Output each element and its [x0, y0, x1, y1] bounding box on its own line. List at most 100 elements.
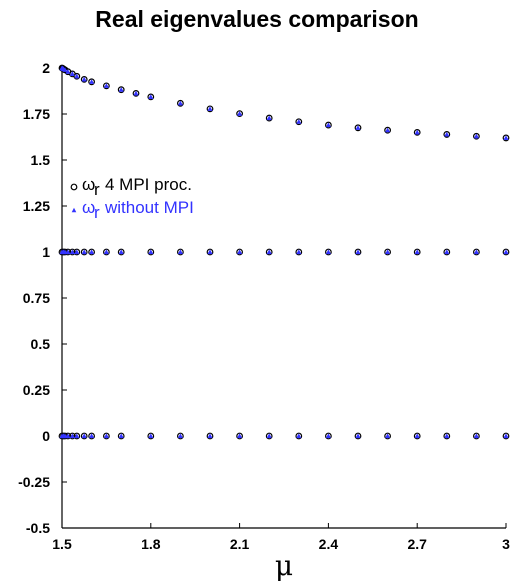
y-tick-label: 0.25 [23, 382, 50, 398]
data-point-circle [384, 432, 392, 440]
data-point-triangle [103, 83, 109, 88]
data-point-triangle [118, 249, 124, 255]
y-tick-label: -0.5 [26, 520, 50, 536]
data-point-circle [384, 126, 392, 134]
data-point-triangle [148, 433, 154, 439]
y-tick-label: 0.75 [23, 290, 50, 306]
data-point-triangle [385, 433, 391, 439]
x-tick-label: 2.4 [319, 536, 339, 552]
data-point-triangle [503, 249, 509, 255]
data-point-circle [265, 248, 273, 256]
data-point-triangle [89, 249, 95, 255]
data-point-circle [88, 248, 95, 256]
y-tick-label: 1.5 [31, 152, 51, 168]
data-points [58, 64, 510, 440]
data-point-circle [354, 432, 362, 440]
data-point-triangle [207, 106, 213, 111]
data-point-triangle [385, 249, 391, 255]
data-point-circle [117, 248, 125, 256]
data-point-triangle [89, 433, 95, 439]
data-point-circle [265, 114, 273, 122]
data-point-triangle [444, 433, 450, 439]
ticks: -0.5 -0.25 0 0.25 0.5 0.75 1 1.25 1.5 1.75 2 1.5 1.8… [18, 60, 510, 552]
legend-label: without MPI [104, 198, 194, 217]
x-tick-label: 3 [502, 536, 510, 552]
y-tick-label: 1.25 [23, 198, 50, 214]
data-point-triangle [118, 433, 124, 439]
data-point-triangle [74, 433, 80, 439]
data-point-triangle [65, 433, 71, 439]
y-tick-label: -0.25 [18, 474, 50, 490]
data-point-circle [68, 248, 76, 256]
chart-title: Real eigenvalues comparison [95, 6, 419, 32]
data-point-circle [102, 248, 110, 256]
data-point-triangle [266, 115, 272, 121]
legend-subscript: r [94, 203, 100, 222]
x-tick-label: 2.7 [407, 536, 427, 552]
data-point-triangle [444, 249, 450, 255]
data-point-triangle [74, 73, 80, 79]
data-point-triangle [118, 87, 124, 92]
data-point-circle [102, 82, 110, 90]
data-point-circle [80, 432, 88, 440]
data-point-circle [473, 132, 480, 140]
y-tick-label: 2 [42, 60, 50, 76]
data-point-triangle [473, 133, 479, 139]
x-axis-label: μ [275, 549, 293, 582]
data-point-triangle [81, 249, 87, 255]
data-point-circle [473, 432, 480, 440]
y-tick-label: 1 [42, 244, 50, 260]
x-tick-label: 1.5 [52, 536, 72, 552]
x-tick-label: 2.1 [230, 536, 250, 552]
data-point-circle [325, 121, 332, 129]
data-point-triangle [103, 433, 109, 439]
data-point-circle [354, 248, 362, 256]
data-point-triangle [414, 433, 420, 439]
data-point-triangle [69, 249, 75, 255]
data-point-triangle [503, 433, 509, 439]
data-point-triangle [133, 90, 139, 96]
data-point-triangle [296, 433, 302, 439]
data-point-circle [325, 432, 332, 440]
data-point-triangle [503, 135, 509, 140]
data-point-triangle [355, 125, 361, 130]
data-point-circle [68, 432, 76, 440]
data-point-circle [206, 432, 214, 440]
data-point-circle [413, 128, 421, 136]
data-point-triangle [65, 69, 71, 74]
legend-symbol: ω [82, 175, 95, 194]
legend: ωr 4 MPI proc. ωr without MPI [70, 175, 194, 222]
data-point-triangle [89, 79, 95, 84]
data-point-circle [88, 78, 95, 86]
data-point-circle [295, 248, 303, 256]
data-point-triangle [62, 67, 68, 72]
data-point-circle [73, 432, 81, 440]
data-point-circle [473, 248, 480, 256]
data-point-circle [502, 432, 510, 440]
data-point-circle [117, 86, 125, 94]
data-point-triangle [237, 433, 243, 439]
legend-symbol: ω [82, 198, 95, 217]
data-point-triangle [237, 249, 243, 255]
data-point-triangle [325, 433, 331, 439]
data-point-circle [236, 432, 244, 440]
data-point-circle [295, 118, 303, 126]
data-point-triangle [325, 249, 331, 255]
legend-marker-triangle [71, 207, 77, 213]
data-point-triangle [266, 249, 272, 255]
data-point-triangle [444, 131, 450, 137]
y-tick-label: 0 [42, 428, 50, 444]
legend-marker-circle [70, 183, 78, 191]
data-point-triangle [355, 433, 361, 439]
y-tick-label: 1.75 [23, 106, 50, 122]
legend-label: 4 MPI proc. [105, 175, 192, 194]
data-point-triangle [414, 249, 420, 255]
data-point-triangle [177, 433, 183, 439]
data-point-triangle [148, 249, 154, 255]
data-point-circle [325, 248, 332, 256]
data-point-circle [176, 248, 184, 256]
data-point-circle [206, 248, 214, 256]
data-point-triangle [69, 71, 75, 76]
data-point-triangle [103, 249, 109, 255]
